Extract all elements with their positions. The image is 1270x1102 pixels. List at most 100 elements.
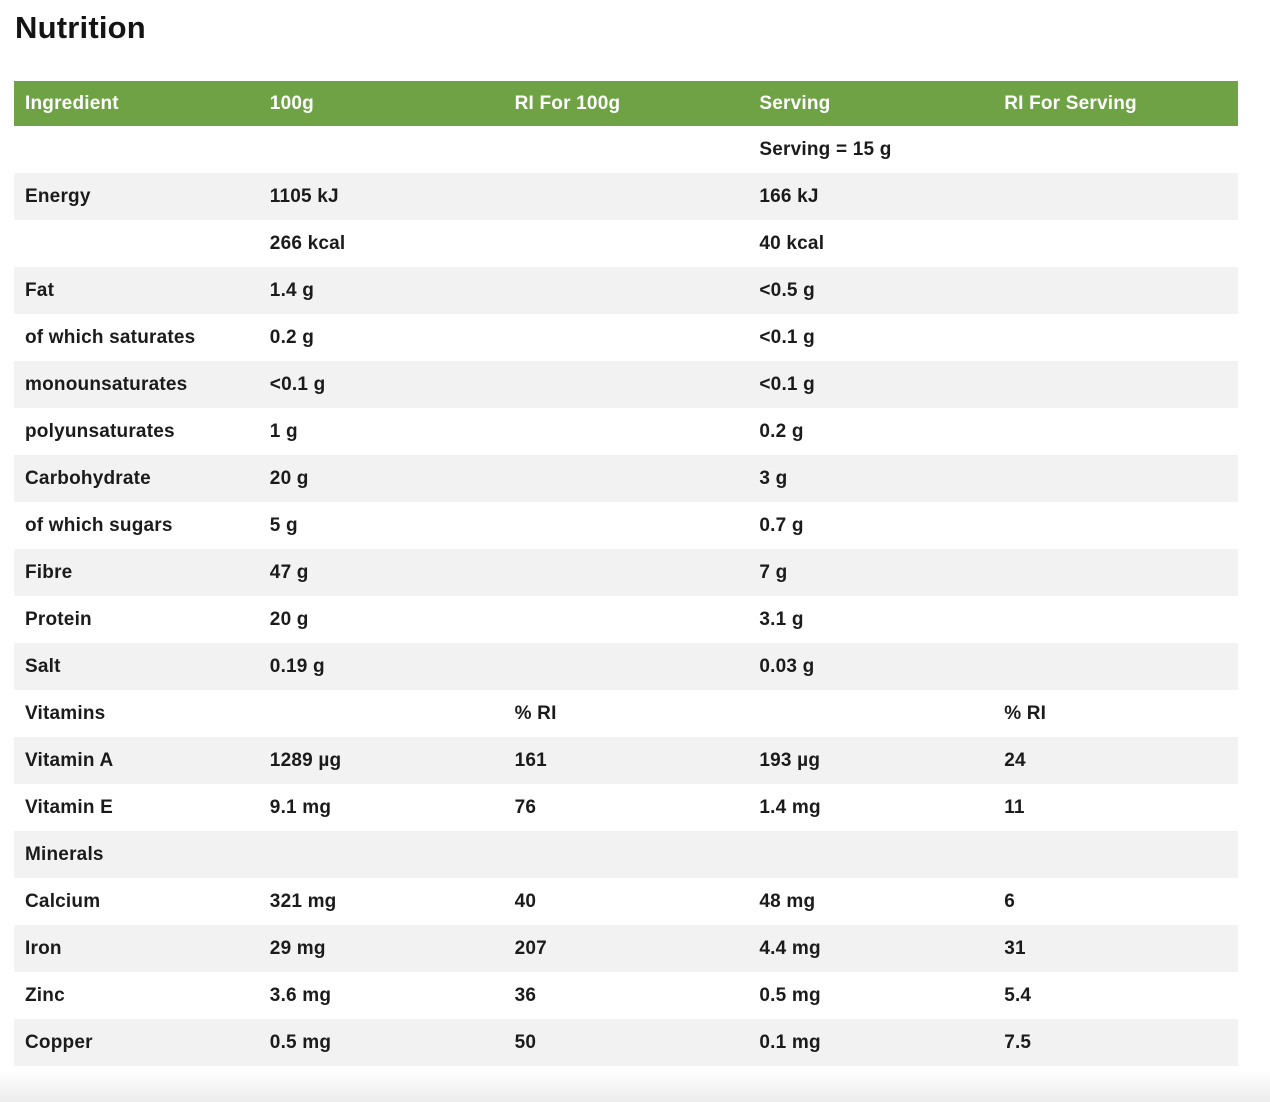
cell-serving: 1.4 mg [759, 796, 821, 818]
cell-ingredient: Energy [25, 185, 91, 207]
cell-ingredient: Salt [25, 655, 61, 677]
cell-ri-for-100g [504, 549, 749, 596]
cell-per-100g: 266 kcal [269, 232, 346, 254]
cell-ri-for-serving [993, 361, 1238, 408]
cell-ingredient: Minerals [25, 843, 104, 865]
column-header-ingredient: Ingredient [14, 81, 259, 126]
cell-ingredient: Vitamin E [25, 796, 114, 818]
table-header-row: Ingredient 100g RI For 100g Serving RI For S… [14, 81, 1238, 126]
cell-serving: 40 kcal [759, 232, 825, 254]
cell-per-100g: 20 g [269, 467, 309, 489]
table-row: of which sugars 5 g 0.7 g [14, 502, 1238, 549]
cell-per-100g: 9.1 mg [269, 796, 332, 818]
cell-per-100g [259, 690, 504, 737]
table-row: polyunsaturates 1 g 0.2 g [14, 408, 1238, 455]
cell-ingredient: Copper [25, 1031, 93, 1053]
cell-serving: 3.1 g [759, 608, 804, 630]
cell-serving: <0.1 g [759, 326, 815, 348]
table-row: Fat 1.4 g <0.5 g [14, 267, 1238, 314]
cell-ri-for-serving [993, 643, 1238, 690]
cell-serving: 48 mg [759, 890, 816, 912]
cell-per-100g: 1289 µg [269, 749, 342, 771]
cell-ri-for-100g: 161 [514, 749, 547, 771]
cell-ri-for-serving [993, 173, 1238, 220]
cell-ri-for-serving [993, 549, 1238, 596]
table-row: Iron 29 mg 207 4.4 mg 31 [14, 925, 1238, 972]
cell-per-100g [259, 126, 504, 173]
cell-serving: 4.4 mg [759, 937, 821, 959]
cell-ri-for-100g [504, 643, 749, 690]
cell-ri-for-serving [993, 596, 1238, 643]
cell-per-100g: <0.1 g [269, 373, 326, 395]
cell-serving [748, 690, 993, 737]
cell-ingredient [14, 126, 259, 173]
cell-serving: 0.7 g [759, 514, 804, 536]
cell-ri-for-100g [504, 455, 749, 502]
page-bottom-fade [0, 1070, 1270, 1102]
column-header-ri-for-100g: RI For 100g [503, 81, 749, 126]
table-row: Energy 1105 kJ 166 kJ [14, 173, 1238, 220]
cell-ingredient: of which saturates [25, 326, 196, 348]
cell-serving: 0.03 g [759, 655, 815, 677]
table-row: Minerals [14, 831, 1238, 878]
cell-per-100g: 47 g [269, 561, 309, 583]
cell-per-100g: 0.2 g [269, 326, 315, 348]
column-header-per-100g: 100g [258, 81, 504, 126]
table-row: Serving = 15 g [14, 126, 1238, 173]
table-row: Zinc 3.6 mg 36 0.5 mg 5.4 [14, 972, 1238, 1019]
cell-serving: <0.1 g [759, 373, 815, 395]
cell-ri-for-100g [504, 173, 749, 220]
cell-ri-for-serving: 31 [1004, 937, 1026, 959]
cell-per-100g: 1.4 g [269, 279, 315, 301]
cell-serving: 166 kJ [759, 185, 819, 207]
cell-ri-for-serving [993, 126, 1238, 173]
cell-ri-for-serving [993, 314, 1238, 361]
cell-ingredient: monounsaturates [25, 373, 188, 395]
table-row: Vitamins % RI % RI [14, 690, 1238, 737]
cell-ri-for-100g [504, 502, 749, 549]
cell-ri-for-serving [993, 455, 1238, 502]
cell-ri-for-100g: 36 [514, 984, 537, 1006]
cell-ri-for-serving [993, 502, 1238, 549]
page-title: Nutrition [15, 10, 146, 45]
cell-per-100g: 321 mg [269, 890, 337, 912]
cell-ingredient [14, 220, 259, 267]
cell-ri-for-100g [504, 126, 749, 173]
cell-ri-for-100g [504, 831, 749, 878]
cell-ri-for-serving [993, 220, 1238, 267]
cell-serving: 0.1 mg [759, 1031, 821, 1053]
cell-serving: <0.5 g [759, 279, 815, 301]
cell-ingredient: Fat [25, 279, 55, 301]
cell-ri-for-100g: % RI [514, 702, 557, 724]
table-row: Fibre 47 g 7 g [14, 549, 1238, 596]
cell-per-100g [259, 831, 504, 878]
table-row: Copper 0.5 mg 50 0.1 mg 7.5 [14, 1019, 1238, 1066]
table-row: Calcium 321 mg 40 48 mg 6 [14, 878, 1238, 925]
table-row: of which saturates 0.2 g <0.1 g [14, 314, 1238, 361]
cell-ri-for-100g: 40 [514, 890, 537, 912]
cell-ingredient: Zinc [25, 984, 65, 1006]
cell-ri-for-serving: 7.5 [1004, 1031, 1032, 1053]
cell-ri-for-serving: 5.4 [1004, 984, 1032, 1006]
cell-ingredient: Calcium [25, 890, 101, 912]
cell-ingredient: Vitamins [25, 702, 106, 724]
table-body: Serving = 15 g Energy 1105 kJ 166 kJ 266 kca… [14, 126, 1238, 1066]
cell-ingredient: Carbohydrate [25, 467, 151, 489]
cell-serving: 0.5 mg [759, 984, 821, 1006]
cell-per-100g: 5 g [269, 514, 298, 536]
cell-per-100g: 0.19 g [269, 655, 325, 677]
table-row: monounsaturates <0.1 g <0.1 g [14, 361, 1238, 408]
table-row: Protein 20 g 3.1 g [14, 596, 1238, 643]
cell-ri-for-100g [504, 361, 749, 408]
cell-serving [748, 831, 993, 878]
cell-ri-for-100g [504, 408, 749, 455]
cell-per-100g: 1105 kJ [269, 185, 339, 207]
cell-ri-for-serving: % RI [1004, 702, 1047, 724]
cell-serving: 7 g [759, 561, 788, 583]
cell-ri-for-serving: 6 [1004, 890, 1015, 912]
cell-ingredient: Protein [25, 608, 92, 630]
cell-ri-for-serving [993, 267, 1238, 314]
cell-per-100g: 20 g [269, 608, 309, 630]
table-row: Vitamin E 9.1 mg 76 1.4 mg 11 [14, 784, 1238, 831]
cell-ri-for-100g: 76 [514, 796, 537, 818]
